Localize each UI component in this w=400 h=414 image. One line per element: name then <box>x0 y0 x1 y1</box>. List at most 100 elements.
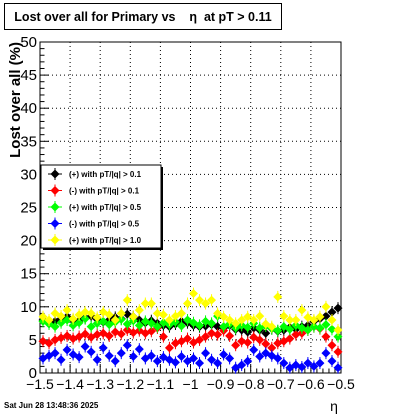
y-tick-label: 45 <box>20 67 37 84</box>
data-point <box>255 311 265 321</box>
data-point <box>201 348 211 358</box>
data-point <box>189 353 199 363</box>
legend-label: (-) with pT/|q| > 0.5 <box>69 220 140 229</box>
data-point <box>315 312 325 322</box>
data-point <box>189 289 199 299</box>
data-point <box>110 356 120 366</box>
data-point <box>255 351 265 361</box>
data-point <box>56 355 66 365</box>
y-tick-label: 40 <box>20 100 37 117</box>
data-point <box>225 331 235 341</box>
data-point <box>309 322 319 332</box>
data-point <box>243 338 253 348</box>
data-point <box>50 322 60 332</box>
data-point <box>134 320 144 330</box>
data-point <box>261 328 271 338</box>
data-point <box>213 322 223 332</box>
data-point <box>267 343 277 353</box>
data-point <box>134 305 144 315</box>
data-point <box>249 345 259 355</box>
data-point <box>74 318 84 328</box>
data-point <box>170 357 180 367</box>
data-point <box>62 305 72 315</box>
data-point <box>237 336 247 346</box>
y-tick-label: 0 <box>29 365 37 382</box>
data-point <box>327 340 337 350</box>
data-point <box>237 360 247 370</box>
data-point <box>285 324 295 334</box>
data-point <box>152 322 162 332</box>
data-point <box>255 335 265 345</box>
data-point <box>219 312 229 322</box>
data-point <box>321 311 331 321</box>
data-point <box>321 348 331 358</box>
data-point <box>333 363 343 373</box>
data-point <box>231 340 241 350</box>
data-point <box>86 308 96 318</box>
data-point <box>104 331 114 341</box>
x-tick-label: −0.9 <box>207 376 235 392</box>
data-point <box>333 303 343 313</box>
chart-title-box: Lost over all for Primary vs η at pT > 0… <box>4 3 282 30</box>
y-axis-label: Lost over all (%) <box>7 42 24 158</box>
data-point <box>327 356 337 366</box>
data-point <box>315 323 325 333</box>
data-point <box>309 315 319 325</box>
y-tick-label: 25 <box>20 200 37 217</box>
data-point <box>267 322 277 332</box>
data-point <box>297 362 307 372</box>
data-point <box>62 315 72 325</box>
legend: (+) with pT/|q| > 0.1 (-) with pT/|q| > 0… <box>40 164 163 250</box>
data-point <box>297 305 307 315</box>
data-point <box>291 315 301 325</box>
data-point <box>285 334 295 344</box>
data-point <box>273 292 283 302</box>
series-group <box>38 287 343 336</box>
data-point <box>146 326 156 336</box>
data-point <box>195 358 205 368</box>
data-point <box>68 314 78 324</box>
data-point <box>86 347 96 357</box>
data-point <box>62 345 72 355</box>
data-point <box>122 319 132 329</box>
data-point <box>231 318 241 328</box>
data-point <box>98 316 108 326</box>
legend-label: (+) with pT/|q| > 0.1 <box>69 170 142 179</box>
legend-label: (-) with pT/|q| > 0.1 <box>69 187 140 196</box>
y-tick-label: 15 <box>20 266 37 283</box>
data-point <box>122 340 132 350</box>
data-point <box>243 312 253 322</box>
data-point <box>195 295 205 305</box>
x-tick-label: −1 <box>183 376 199 392</box>
data-point <box>146 298 156 308</box>
data-point <box>333 325 343 335</box>
x-axis-label: η <box>330 398 338 414</box>
data-point <box>80 314 90 324</box>
data-point <box>128 351 138 361</box>
legend-label: (+) with pT/|q| > 1.0 <box>69 236 142 245</box>
data-point <box>110 315 120 325</box>
data-point <box>92 312 102 322</box>
data-point <box>158 332 168 342</box>
data-point <box>128 312 138 322</box>
y-tick-label: 5 <box>29 332 37 349</box>
data-point <box>279 311 289 321</box>
x-tick-label: −1.1 <box>147 376 175 392</box>
data-point <box>225 353 235 363</box>
data-point <box>152 356 162 366</box>
legend-marker <box>50 169 60 179</box>
x-axis-ticks <box>39 364 342 373</box>
data-point <box>195 335 205 345</box>
legend-marker <box>50 219 60 228</box>
data-point <box>98 343 108 353</box>
data-point <box>182 334 192 344</box>
data-point <box>243 322 253 332</box>
data-point <box>291 330 301 340</box>
data-point <box>56 311 66 321</box>
data-point <box>80 307 90 317</box>
data-point <box>182 298 192 308</box>
data-point <box>315 358 325 368</box>
data-point <box>92 330 102 340</box>
series-group <box>38 339 343 374</box>
data-point <box>333 347 343 357</box>
